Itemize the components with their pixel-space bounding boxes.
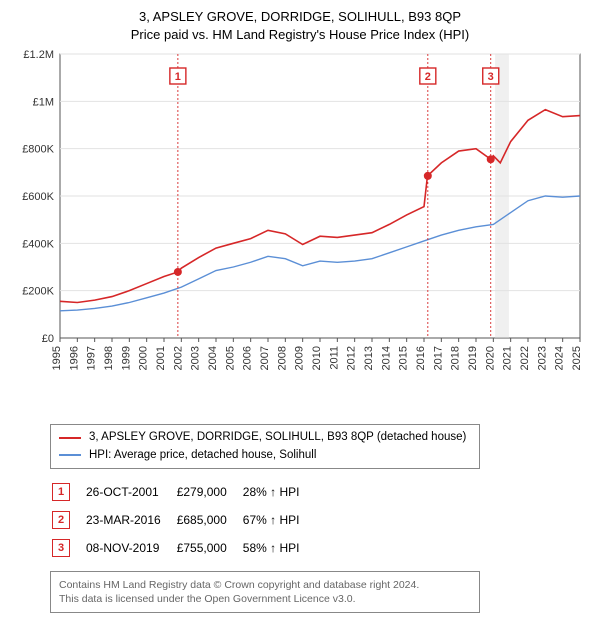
svg-text:2002: 2002 (172, 346, 184, 370)
legend-swatch-property (59, 437, 81, 439)
svg-text:2004: 2004 (207, 346, 219, 370)
price-chart: £0 £200K £400K £600K £800K £1M £1.2M 1995 1996 19… (8, 48, 592, 418)
svg-text:2001: 2001 (155, 346, 167, 370)
svg-text:£400K: £400K (22, 239, 54, 251)
svg-text:£0: £0 (42, 333, 54, 345)
legend-item-property: 3, APSLEY GROVE, DORRIDGE, SOLIHULL, B93… (59, 429, 471, 446)
svg-text:1996: 1996 (68, 346, 80, 370)
events-table: 1 26-OCT-2001£279,00028% ↑ HPI 2 23-MAR-201… (50, 477, 315, 563)
svg-text:2013: 2013 (363, 346, 375, 370)
event-row: 3 08-NOV-2019£755,00058% ↑ HPI (52, 535, 313, 561)
legend-label-property: 3, APSLEY GROVE, DORRIDGE, SOLIHULL, B93… (89, 429, 466, 446)
svg-text:2012: 2012 (346, 346, 358, 370)
svg-text:2016: 2016 (415, 346, 427, 370)
event-marker: 3 (52, 539, 70, 557)
legend: 3, APSLEY GROVE, DORRIDGE, SOLIHULL, B93… (50, 424, 480, 469)
svg-text:2017: 2017 (432, 346, 444, 370)
svg-text:2003: 2003 (190, 346, 202, 370)
event-price: £279,000 (177, 479, 241, 505)
svg-text:1: 1 (175, 71, 181, 83)
svg-text:£200K: £200K (22, 286, 54, 298)
event-marker: 1 (52, 483, 70, 501)
svg-text:£1M: £1M (33, 97, 54, 109)
svg-text:2: 2 (425, 71, 431, 83)
svg-text:2009: 2009 (294, 346, 306, 370)
svg-text:2007: 2007 (259, 346, 271, 370)
title-subtitle: Price paid vs. HM Land Registry's House … (8, 26, 592, 44)
title-address: 3, APSLEY GROVE, DORRIDGE, SOLIHULL, B93… (8, 8, 592, 26)
svg-text:1999: 1999 (120, 346, 132, 370)
chart-header: 3, APSLEY GROVE, DORRIDGE, SOLIHULL, B93… (8, 8, 592, 44)
footnote-line2: This data is licensed under the Open Gov… (59, 592, 471, 606)
svg-text:3: 3 (488, 71, 494, 83)
svg-text:£600K: £600K (22, 191, 54, 203)
event-price: £755,000 (177, 535, 241, 561)
legend-label-hpi: HPI: Average price, detached house, Soli… (89, 447, 316, 464)
event-delta: 28% ↑ HPI (243, 479, 314, 505)
event-row: 2 23-MAR-2016£685,00067% ↑ HPI (52, 507, 313, 533)
svg-text:1998: 1998 (103, 346, 115, 370)
event-date: 08-NOV-2019 (86, 535, 175, 561)
svg-text:2025: 2025 (571, 346, 583, 370)
svg-text:2020: 2020 (484, 346, 496, 370)
svg-text:2019: 2019 (467, 346, 479, 370)
legend-item-hpi: HPI: Average price, detached house, Soli… (59, 447, 471, 464)
svg-text:1997: 1997 (86, 346, 98, 370)
svg-text:1995: 1995 (51, 346, 63, 370)
svg-text:2000: 2000 (138, 346, 150, 370)
svg-text:2010: 2010 (311, 346, 323, 370)
legend-swatch-hpi (59, 454, 81, 456)
event-price: £685,000 (177, 507, 241, 533)
footnote: Contains HM Land Registry data © Crown c… (50, 571, 480, 613)
event-marker: 2 (52, 511, 70, 529)
svg-text:2023: 2023 (536, 346, 548, 370)
svg-text:2015: 2015 (398, 346, 410, 370)
svg-text:2006: 2006 (242, 346, 254, 370)
svg-text:2011: 2011 (328, 346, 340, 370)
svg-text:2021: 2021 (502, 346, 514, 370)
svg-text:£1.2M: £1.2M (23, 49, 54, 61)
event-delta: 58% ↑ HPI (243, 535, 314, 561)
event-row: 1 26-OCT-2001£279,00028% ↑ HPI (52, 479, 313, 505)
svg-text:2024: 2024 (554, 346, 566, 370)
svg-text:2022: 2022 (519, 346, 531, 370)
chart-svg: £0 £200K £400K £600K £800K £1M £1.2M 1995 1996 19… (8, 48, 592, 418)
svg-text:£800K: £800K (22, 144, 54, 156)
svg-text:2008: 2008 (276, 346, 288, 370)
svg-text:2014: 2014 (380, 346, 392, 370)
event-date: 26-OCT-2001 (86, 479, 175, 505)
event-date: 23-MAR-2016 (86, 507, 175, 533)
svg-text:2018: 2018 (450, 346, 462, 370)
svg-text:2005: 2005 (224, 346, 236, 370)
event-delta: 67% ↑ HPI (243, 507, 314, 533)
